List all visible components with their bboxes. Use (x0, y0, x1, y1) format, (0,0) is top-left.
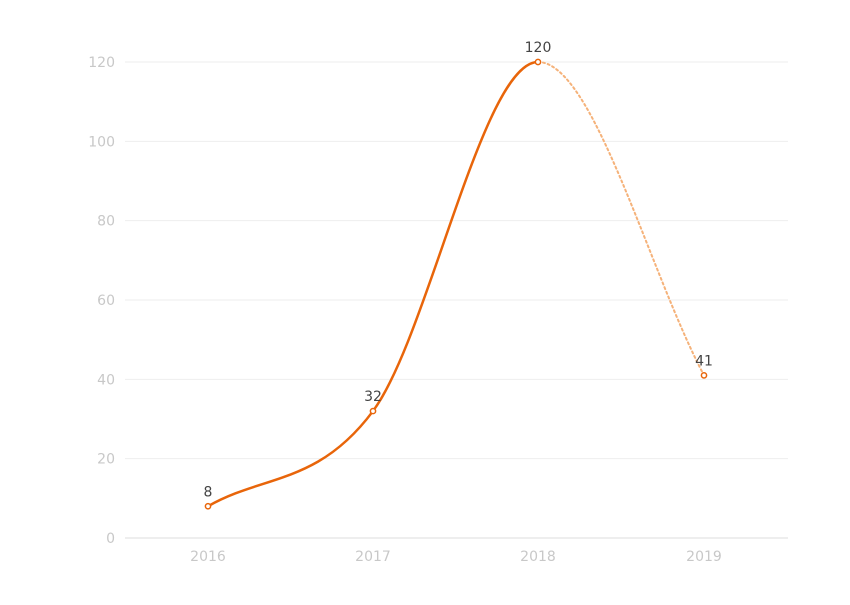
data-point (700, 372, 708, 379)
y-tick-label: 120 (88, 55, 115, 71)
series-line-actual (206, 60, 540, 508)
y-tick-label: 40 (97, 372, 115, 388)
x-tick-label: 2018 (520, 549, 556, 565)
grid-layer (125, 61, 788, 460)
series-layer (206, 60, 705, 508)
y-tick-label: 100 (88, 134, 115, 150)
x-tick-label: 2016 (190, 549, 226, 565)
y-tick-label: 80 (97, 214, 115, 230)
data-label: 120 (525, 40, 552, 56)
data-label: 8 (204, 484, 213, 500)
data-point (369, 407, 377, 415)
series-line-projected (537, 61, 705, 377)
axis-layer: 0 20 40 60 80 100 120 2016 2017 2018 2019 (88, 55, 788, 565)
y-tick-label: 0 (106, 531, 115, 547)
data-label: 41 (695, 353, 713, 369)
y-tick-label: 20 (97, 452, 115, 468)
y-tick-label: 60 (97, 293, 115, 309)
point-layer (204, 58, 708, 510)
data-point (534, 58, 542, 66)
x-tick-label: 2017 (355, 549, 391, 565)
x-tick-label: 2019 (686, 549, 722, 565)
data-label: 32 (364, 389, 382, 405)
label-layer: 8 32 120 41 (204, 40, 713, 500)
data-point (204, 502, 212, 510)
